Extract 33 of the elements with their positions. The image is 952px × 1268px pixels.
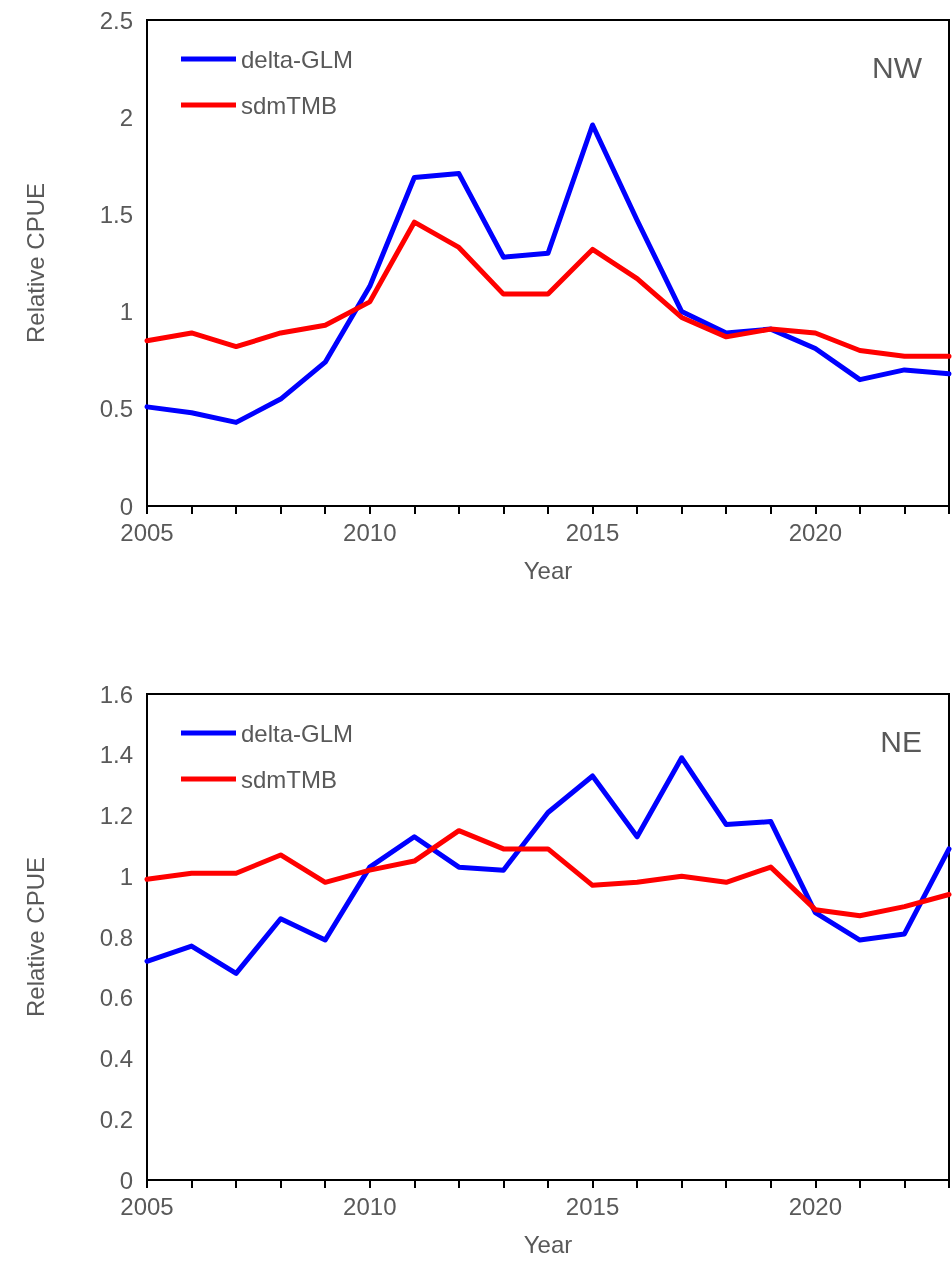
x-tick-label: 2005 xyxy=(120,1192,174,1220)
y-tick-label: 0.8 xyxy=(99,923,133,951)
annotation: NW xyxy=(872,50,923,84)
x-tick-label: 2020 xyxy=(788,1192,843,1220)
legend-label: sdmTMB xyxy=(241,91,337,119)
x-tick-label: 2020 xyxy=(788,518,843,546)
y-tick-label: 1 xyxy=(119,862,133,890)
y-tick-label: 0.2 xyxy=(99,1105,133,1133)
x-tick-label: 2015 xyxy=(565,518,620,546)
x-tick-label: 2015 xyxy=(565,1192,620,1220)
y-tick-label: 1.4 xyxy=(99,741,133,769)
legend-label: delta-GLM xyxy=(241,45,354,73)
y-axis-title: Relative CPUE xyxy=(21,856,49,1018)
x-axis-title: Year xyxy=(523,1230,573,1258)
y-tick-label: 2.5 xyxy=(99,6,133,34)
x-tick-label: 2010 xyxy=(343,1192,397,1220)
y-tick-label: 0 xyxy=(119,1166,133,1194)
y-tick-label: 0 xyxy=(119,492,133,520)
legend-label: sdmTMB xyxy=(241,765,337,793)
annotation: NE xyxy=(880,724,923,758)
y-tick-label: 1.2 xyxy=(99,802,133,829)
legend-label: delta-GLM xyxy=(241,719,354,747)
x-tick-label: 2005 xyxy=(120,518,174,546)
x-tick-label: 2010 xyxy=(343,518,397,546)
y-axis-title: Relative CPUE xyxy=(21,182,49,344)
y-tick-label: 0.4 xyxy=(99,1045,133,1072)
y-tick-label: 1.5 xyxy=(99,200,133,228)
y-tick-label: 1.6 xyxy=(99,680,133,708)
y-tick-label: 0.6 xyxy=(99,984,133,1012)
x-axis-title: Year xyxy=(523,556,573,584)
y-tick-label: 0.5 xyxy=(99,395,133,423)
y-tick-label: 2 xyxy=(119,103,133,131)
y-tick-label: 1 xyxy=(119,298,133,326)
